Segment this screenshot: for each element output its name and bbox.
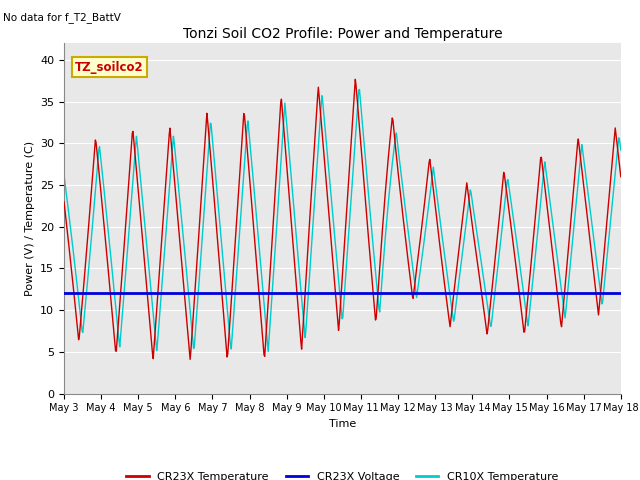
- Text: TZ_soilco2: TZ_soilco2: [75, 61, 144, 74]
- Title: Tonzi Soil CO2 Profile: Power and Temperature: Tonzi Soil CO2 Profile: Power and Temper…: [182, 27, 502, 41]
- Y-axis label: Power (V) / Temperature (C): Power (V) / Temperature (C): [24, 141, 35, 296]
- Text: No data for f_T2_BattV: No data for f_T2_BattV: [3, 12, 121, 23]
- Legend: CR23X Temperature, CR23X Voltage, CR10X Temperature: CR23X Temperature, CR23X Voltage, CR10X …: [122, 467, 563, 480]
- X-axis label: Time: Time: [329, 419, 356, 429]
